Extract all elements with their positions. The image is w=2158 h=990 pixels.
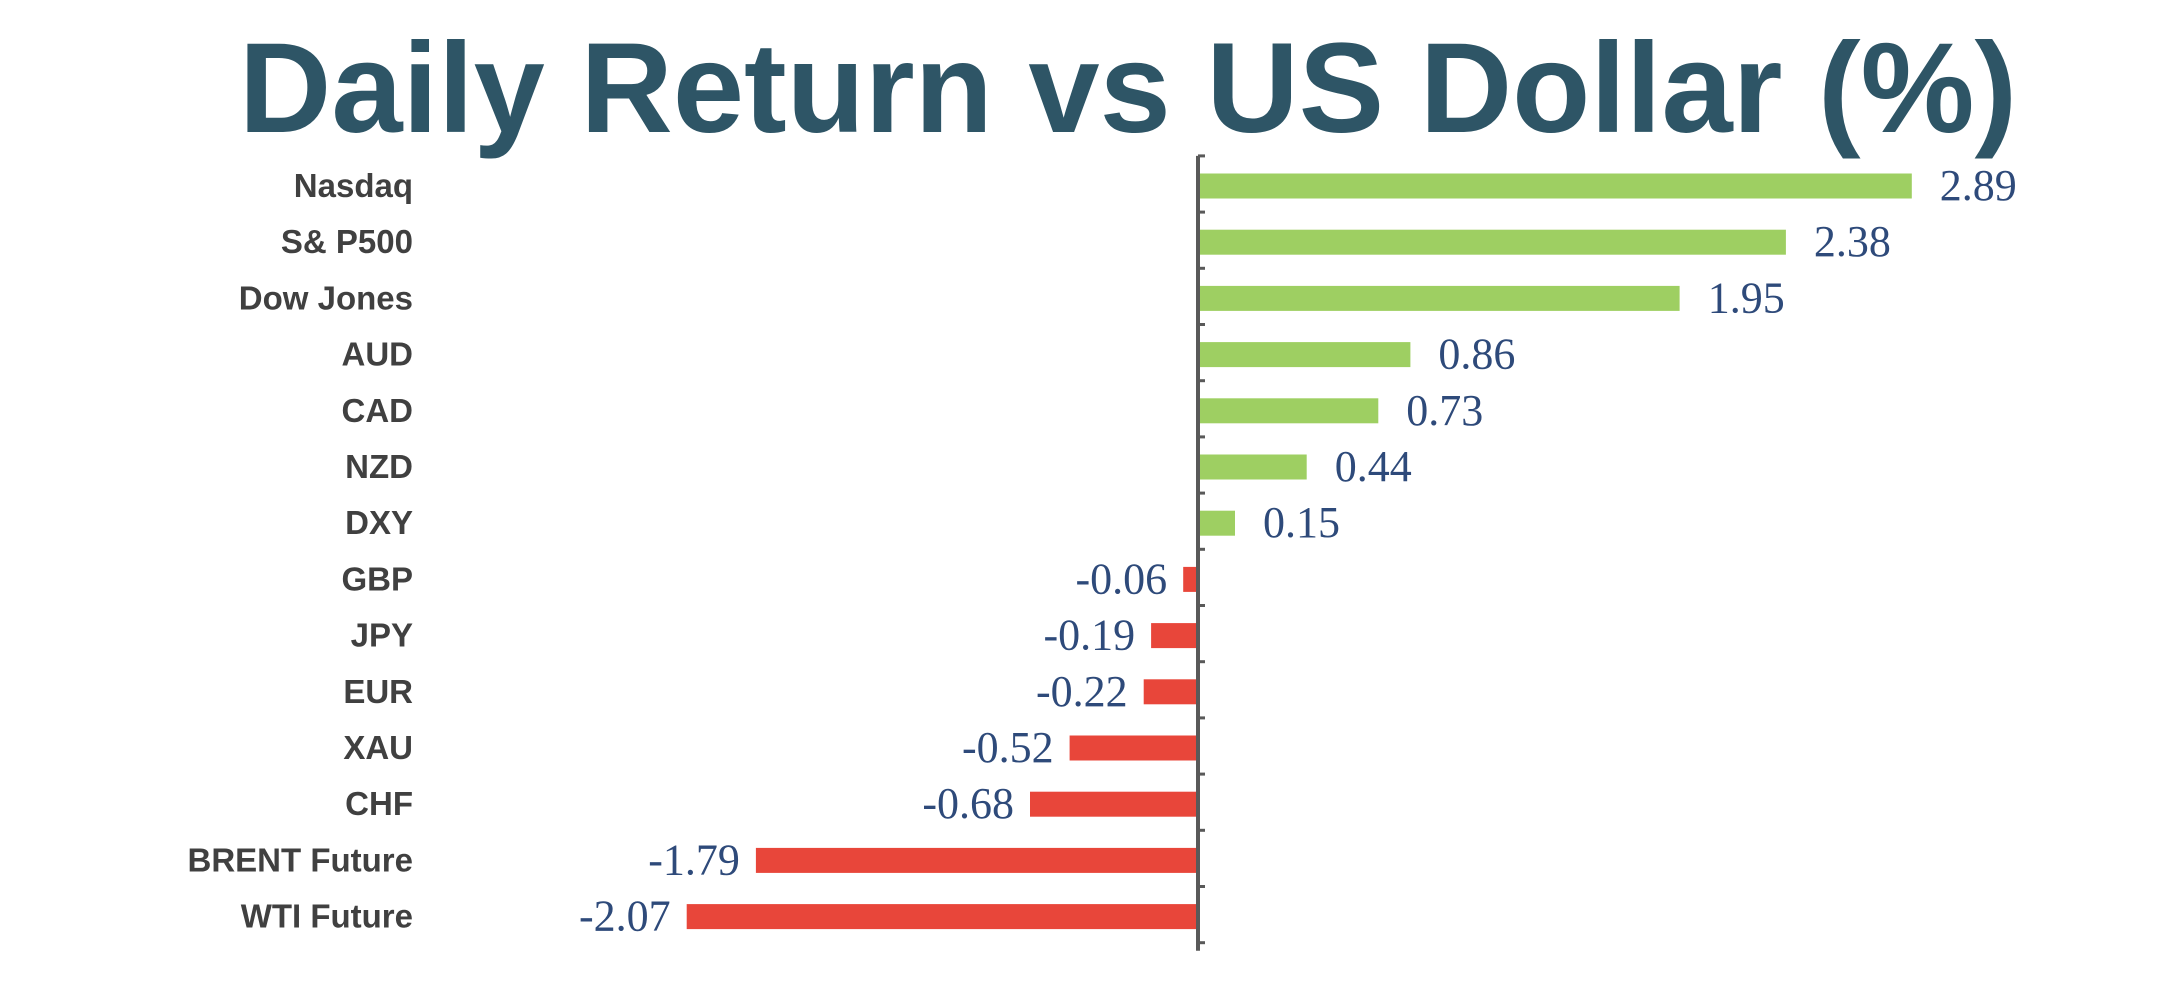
value-label-cad: 0.73 [1406,386,1483,435]
category-label-dow-jones: Dow Jones [239,279,413,316]
value-label-brent-future: -1.79 [648,835,740,884]
value-label-eur: -0.22 [1036,667,1128,716]
bar-gbp [1183,566,1198,592]
category-label-chf: CHF [345,785,413,822]
bar-chf [1030,791,1198,817]
value-label-gbp: -0.06 [1076,554,1168,603]
bar-cad [1198,398,1379,424]
category-label-nzd: NZD [345,448,413,485]
category-label-aud: AUD [342,336,414,373]
bar-brent-future [755,847,1198,873]
value-label-xau: -0.52 [962,723,1054,772]
category-label-wti-future: WTI Future [241,898,413,935]
value-label-nasdaq: 2.89 [1940,161,2017,210]
bar-s-p500 [1198,229,1786,255]
value-label-jpy: -0.19 [1043,611,1135,660]
category-label-brent-future: BRENT Future [188,841,414,878]
bar-nasdaq [1198,173,1912,199]
bar-eur [1143,679,1198,705]
bar-wti-future [686,904,1198,930]
bar-jpy [1151,623,1198,649]
category-labels: Nasdaq S& P500 Dow Jones AUD CAD NZD DXY GBP JPY… [188,167,414,935]
bar-xau [1069,735,1198,761]
value-label-dxy: 0.15 [1263,498,1340,547]
value-label-nzd: 0.44 [1335,442,1412,491]
bar-aud [1198,342,1411,368]
category-label-s-p500: S& P500 [281,223,413,260]
category-label-dxy: DXY [345,504,413,541]
category-label-cad: CAD [342,392,414,429]
value-label-s-p500: 2.38 [1814,217,1891,266]
chart-title: Daily Return vs US Dollar (%) [239,17,2017,160]
value-label-chf: -0.68 [922,779,1014,828]
value-axis [1196,154,1205,951]
category-label-xau: XAU [343,729,413,766]
value-label-aud: 0.86 [1438,330,1515,379]
bars-layer [686,173,1912,930]
value-labels: 2.89 2.38 1.95 0.86 0.73 0.44 0.15 -0.06 -0.19 -0… [579,161,2017,941]
bar-nzd [1198,454,1307,480]
category-label-jpy: JPY [351,617,413,654]
value-label-wti-future: -2.07 [579,892,671,941]
category-label-gbp: GBP [341,560,413,597]
value-label-dow-jones: 1.95 [1708,273,1785,322]
category-label-eur: EUR [343,673,413,710]
bar-dow-jones [1198,285,1680,311]
bar-dxy [1198,510,1235,536]
category-label-nasdaq: Nasdaq [294,167,413,204]
